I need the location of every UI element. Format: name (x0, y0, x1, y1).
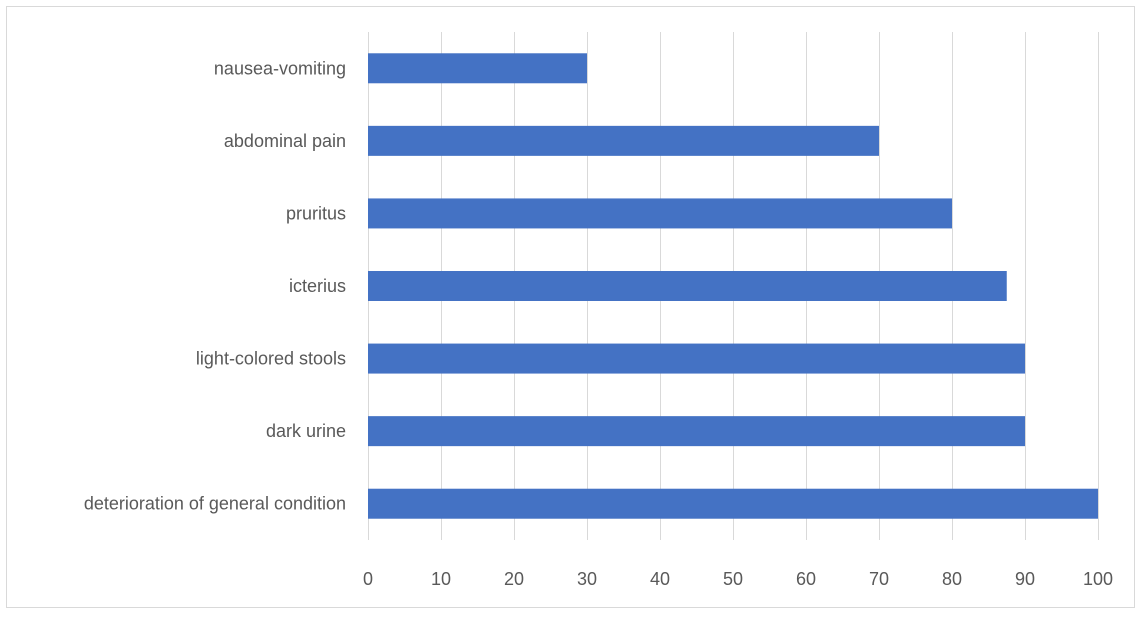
category-label: dark urine (266, 421, 346, 441)
bar (368, 488, 1098, 519)
bar (368, 343, 1025, 374)
x-tick-label: 70 (869, 569, 889, 589)
x-tick-label: 10 (431, 569, 451, 589)
category-labels: nausea-vomiting abdominal pain pruritus ict… (84, 58, 346, 513)
bar (368, 125, 879, 156)
x-tick-label: 90 (1015, 569, 1035, 589)
bars (368, 53, 1098, 519)
bar (368, 271, 1007, 301)
x-tick-label: 60 (796, 569, 816, 589)
x-tick-label: 50 (723, 569, 743, 589)
x-tick-label: 40 (650, 569, 670, 589)
x-tick-labels: 0 10 20 30 40 50 60 70 80 90 100 (363, 569, 1113, 589)
bar (368, 416, 1025, 447)
category-label: icterius (289, 276, 346, 296)
category-label: pruritus (286, 203, 346, 223)
bar (368, 53, 587, 84)
category-label: light-colored stools (196, 349, 346, 369)
category-label: abdominal pain (224, 131, 346, 151)
x-tick-label: 80 (942, 569, 962, 589)
x-tick-label: 0 (363, 569, 373, 589)
category-label: nausea-vomiting (214, 58, 346, 78)
bar (368, 198, 952, 229)
x-tick-label: 20 (504, 569, 524, 589)
x-tick-label: 30 (577, 569, 597, 589)
x-tick-label: 100 (1083, 569, 1113, 589)
category-label: deterioration of general condition (84, 494, 346, 514)
